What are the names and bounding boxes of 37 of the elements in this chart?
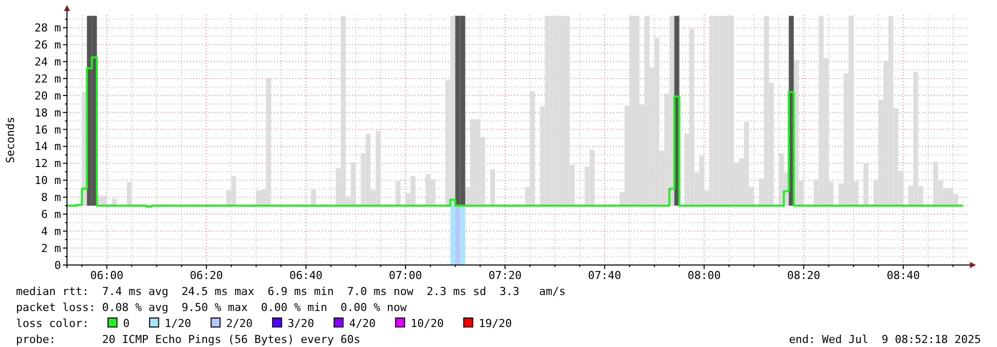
legend-label: 10/20 <box>410 317 444 330</box>
legend-title: loss color: <box>16 317 89 330</box>
y-tick-label: 8 m <box>41 191 62 204</box>
y-tick-label: 10 m <box>34 174 62 188</box>
x-tick-label: 08:40 <box>886 269 920 282</box>
text: end: Wed Jul 9 08:52:18 2025 <box>788 333 981 346</box>
y-tick-label: 14 m <box>34 140 62 154</box>
y-tick-label: 28 m <box>34 22 62 35</box>
x-tick-label: 08:00 <box>688 269 721 282</box>
y-tick-label: 12 m <box>34 157 62 170</box>
y-tick-label: 22 m <box>34 72 62 86</box>
legend-label: 1/20 <box>164 317 192 330</box>
text: median rtt: 7.4 ms avg 24.5 ms max 6.9 ms min 7.0 ms now 2.3 ms sd 3.3 am/s <box>16 285 566 298</box>
y-tick-label: 24 m <box>34 55 62 68</box>
y-tick-label: 20 m <box>34 89 62 102</box>
x-tick-label: 07:20 <box>488 269 522 282</box>
x-tick-label: 07:40 <box>588 269 622 282</box>
text: probe: 20 ICMP Echo Pings (56 Bytes) every 60s <box>16 333 360 346</box>
y-tick-label: 26 m <box>34 38 62 52</box>
text: packet loss: 0.08 % avg 9.50 % max 0.00 % min 0.00 % now <box>16 301 408 314</box>
legend-label: 3/20 <box>288 317 314 330</box>
legend-label: 4/20 <box>349 317 376 330</box>
y-tick-label: 0 <box>54 258 61 272</box>
x-tick-label: 07:00 <box>388 269 422 282</box>
legend-label: 19/20 <box>478 317 512 330</box>
x-tick-label: 06:40 <box>289 269 322 282</box>
y-axis-title: Seconds <box>4 116 17 164</box>
legend-label: 0 <box>123 317 130 330</box>
x-tick-label: 08:20 <box>787 269 820 282</box>
legend-label: 2/20 <box>226 317 253 330</box>
y-tick-label: 2 m <box>41 242 62 255</box>
y-tick-label: 16 m <box>34 123 62 136</box>
x-tick-label: 06:20 <box>190 269 223 282</box>
y-tick-label: 18 m <box>34 106 62 120</box>
x-tick-label: 06:00 <box>90 269 124 282</box>
y-tick-label: 6 m <box>41 208 62 222</box>
y-tick-label: 4 m <box>41 224 62 238</box>
